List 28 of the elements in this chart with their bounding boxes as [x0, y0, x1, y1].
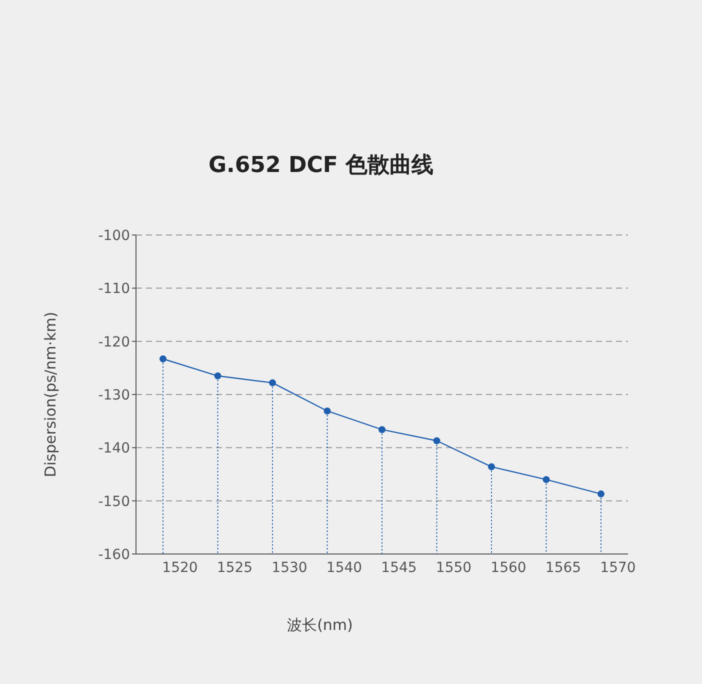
point: [269, 379, 276, 386]
y-tick-label: -110: [98, 281, 130, 298]
x-tick-label: 1560: [490, 560, 526, 576]
chart-title: G.652 DCF 色散曲线: [207, 152, 435, 180]
point: [433, 437, 440, 444]
y-tick-label: -140: [98, 440, 130, 457]
x-tick-label: 1550: [436, 560, 472, 576]
y-tick-label: -100: [98, 228, 130, 244]
point: [598, 490, 604, 498]
y-tick-label: -150: [98, 494, 130, 510]
point: [214, 372, 222, 380]
y-tick-label: -120: [98, 334, 130, 350]
x-tick-label: 1570: [600, 560, 636, 576]
x-tick-label: 1545: [381, 560, 417, 576]
y-tick-label: -160: [98, 546, 130, 563]
x-tick-label: 1540: [326, 560, 362, 576]
point: [324, 407, 331, 414]
y-axis-title: Dispersion(ps/nm·km): [41, 312, 60, 478]
point: [542, 476, 550, 484]
point: [160, 355, 166, 362]
x-tick-label: 1525: [216, 560, 253, 576]
y-tick-label: -130: [98, 387, 130, 404]
x-axis-title: 波长(nm): [286, 616, 354, 635]
x-tick-label: 1520: [162, 560, 198, 576]
point: [488, 463, 495, 470]
point: [378, 426, 386, 434]
x-tick-label: 1565: [545, 560, 582, 576]
x-tick-label: 1530: [272, 560, 308, 576]
